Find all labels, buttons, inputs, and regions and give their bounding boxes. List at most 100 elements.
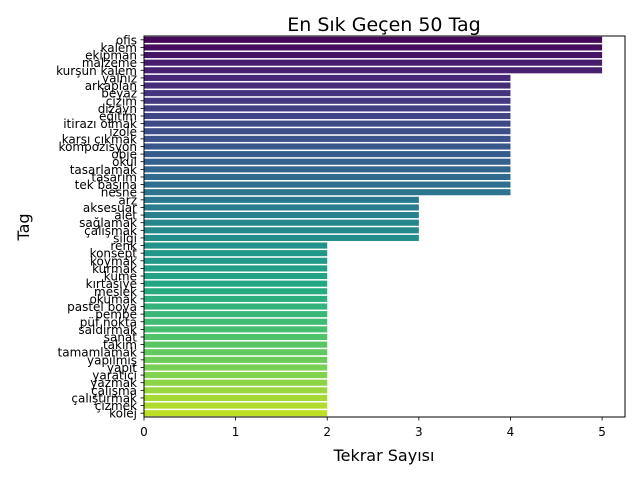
bar xyxy=(144,272,328,280)
y-tick-label: sağlamak xyxy=(79,216,137,230)
bar xyxy=(144,356,328,363)
y-tick-label: kurmak xyxy=(92,262,137,276)
y-tick-label: tasarlamak xyxy=(70,163,137,177)
x-axis-label: Tekrar Sayısı xyxy=(333,446,435,465)
bar xyxy=(144,173,511,181)
bar xyxy=(144,227,419,234)
y-tick-label: okul xyxy=(112,155,137,169)
y-tick-label: pastel boya xyxy=(67,300,137,314)
y-tick-label: kalem xyxy=(101,41,138,55)
y-tick-label: saldırmak xyxy=(78,323,137,337)
y-tick-label: koymak xyxy=(90,254,137,268)
bar xyxy=(144,250,328,257)
bar xyxy=(144,280,328,287)
bar xyxy=(144,326,328,333)
x-tick-label: 0 xyxy=(140,425,148,439)
bar xyxy=(144,82,511,89)
y-tick-label: yapılmış xyxy=(87,353,137,367)
bar xyxy=(144,143,511,150)
bar xyxy=(144,97,511,104)
y-tick-label: kurşun kalem xyxy=(56,64,137,78)
bar xyxy=(144,105,511,112)
y-tick-label: arkaplan xyxy=(85,79,137,93)
y-tick-label: aksesuar xyxy=(83,201,137,215)
bar xyxy=(144,333,328,341)
chart-title: En Sık Geçen 50 Tag xyxy=(287,14,480,36)
y-tick-label: tamamlamak xyxy=(58,346,138,360)
bar xyxy=(144,394,328,401)
y-tick-label: kırtasiye xyxy=(86,277,137,291)
bar xyxy=(144,128,511,135)
y-tick-label: nesne xyxy=(101,186,137,200)
y-tick-label: ofis xyxy=(116,33,137,47)
bar xyxy=(144,158,511,165)
bar xyxy=(144,257,328,264)
y-tick-label: alet xyxy=(114,209,137,223)
x-tick-label: 3 xyxy=(415,425,423,439)
y-tick-label: yazmak xyxy=(90,376,137,390)
bar xyxy=(144,288,328,295)
y-tick-label: kolej xyxy=(109,407,137,421)
y-tick-label: renk xyxy=(110,239,137,253)
bar xyxy=(144,181,511,188)
bar xyxy=(144,204,419,211)
x-tick-label: 4 xyxy=(507,425,515,439)
bar xyxy=(144,349,328,356)
y-tick-label: çalıştırmak xyxy=(71,391,137,405)
bar xyxy=(144,402,328,409)
y-tick-label: ekipman xyxy=(85,49,137,63)
bar xyxy=(144,212,419,219)
bar xyxy=(144,234,419,241)
bar xyxy=(144,90,511,97)
y-tick-label: sanat xyxy=(104,330,138,344)
bar xyxy=(144,135,511,142)
bar xyxy=(144,189,511,196)
bar xyxy=(144,242,328,249)
bar xyxy=(144,151,511,158)
bar xyxy=(144,372,328,379)
y-tick-label: çizim xyxy=(106,94,137,108)
y-tick-label: dizayn xyxy=(98,102,137,116)
bar xyxy=(144,166,511,173)
bar xyxy=(144,59,603,66)
y-axis-label: Tag xyxy=(14,213,33,241)
bar xyxy=(144,52,603,59)
y-tick-label: takım xyxy=(103,338,137,352)
y-tick-label: kompozisyon xyxy=(59,140,137,154)
y-tick-label: püf nokta xyxy=(80,315,137,329)
bar xyxy=(144,120,511,127)
bar xyxy=(144,410,328,417)
y-tick-label: silgi xyxy=(113,231,137,245)
y-tick-label: beyaz xyxy=(101,87,137,101)
y-tick-label: eğitim xyxy=(99,110,137,124)
bar xyxy=(144,36,603,43)
y-tick-label: çalışmak xyxy=(84,224,137,238)
bar xyxy=(144,74,511,81)
bar xyxy=(144,295,328,302)
y-tick-label: çalışma xyxy=(91,384,137,398)
x-ticks: 0 1 2 3 4 5 xyxy=(140,417,606,439)
y-tick-label: arz xyxy=(118,193,137,207)
bar xyxy=(144,379,328,386)
y-tick-label: izole xyxy=(109,125,137,139)
bar xyxy=(144,44,603,51)
bar xyxy=(144,341,328,348)
y-tick-label: karşı çıkmak xyxy=(62,132,137,146)
bar xyxy=(144,318,328,325)
bar xyxy=(144,311,328,318)
bar xyxy=(144,303,328,310)
y-tick-label: yaratıcı xyxy=(92,369,137,383)
y-tick-label: pembe xyxy=(95,308,137,322)
y-tick-label: yalnız xyxy=(102,71,137,85)
y-tick-label: meslek xyxy=(94,285,137,299)
bar xyxy=(144,196,419,203)
bars-group xyxy=(144,36,603,417)
y-tick-label: küme xyxy=(104,270,137,284)
y-tick-label: malzeme xyxy=(82,56,137,70)
y-tick-label: çizmek xyxy=(95,399,137,413)
y-tick-label: tasarım xyxy=(91,170,137,184)
bar xyxy=(144,219,419,226)
bar xyxy=(144,265,328,272)
